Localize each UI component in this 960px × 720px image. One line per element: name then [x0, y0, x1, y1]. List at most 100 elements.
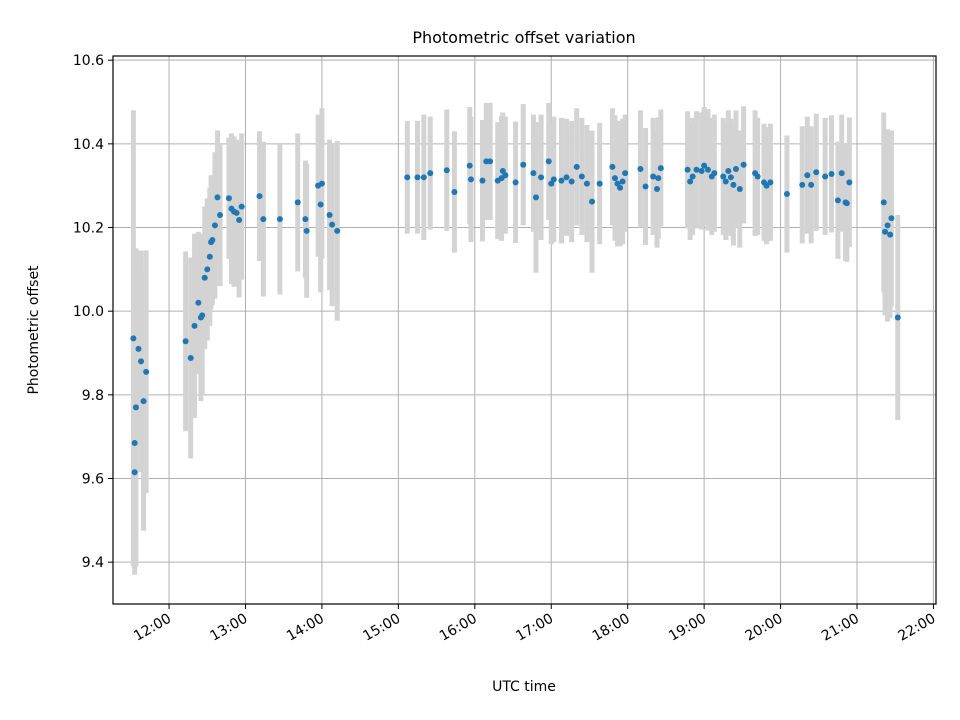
data-point — [201, 274, 208, 281]
data-point — [882, 228, 889, 235]
data-point — [754, 173, 761, 180]
data-point — [260, 216, 267, 223]
data-point — [880, 199, 887, 206]
data-point — [466, 162, 473, 169]
data-point — [187, 355, 194, 362]
data-point — [238, 203, 245, 210]
data-point — [589, 198, 596, 205]
x-axis-label: UTC time — [492, 679, 556, 695]
data-point — [655, 175, 662, 182]
plot-frame — [112, 55, 937, 605]
data-point — [404, 174, 411, 181]
data-point — [637, 165, 644, 172]
data-point — [894, 314, 901, 321]
y-tick-label: 10.2 — [73, 221, 104, 237]
data-point — [843, 200, 850, 207]
grid — [113, 56, 936, 604]
data-point — [294, 199, 301, 206]
data-point — [578, 173, 585, 180]
data-point — [704, 166, 711, 173]
data-point — [206, 253, 213, 260]
y-tick-label: 10.0 — [73, 304, 104, 320]
data-point — [530, 170, 537, 177]
data-point — [808, 181, 815, 188]
data-point — [334, 227, 341, 234]
data-point — [617, 184, 624, 191]
data-point — [884, 222, 891, 229]
data-point — [732, 165, 739, 172]
data-point — [838, 170, 845, 177]
data-point — [736, 186, 743, 193]
data-point — [199, 312, 206, 319]
data-point — [317, 201, 324, 208]
data-point — [217, 211, 224, 218]
data-point — [256, 193, 263, 200]
data-point — [727, 174, 734, 181]
data-points — [130, 158, 901, 476]
data-point — [502, 172, 509, 179]
data-point — [276, 216, 283, 223]
data-point — [214, 194, 221, 201]
data-point — [611, 175, 618, 182]
data-point — [563, 174, 570, 181]
data-point — [813, 169, 820, 176]
data-point — [211, 222, 218, 229]
data-point — [467, 176, 474, 183]
data-point — [225, 195, 232, 202]
data-point — [302, 216, 309, 223]
data-point — [131, 439, 138, 446]
data-point — [596, 180, 603, 187]
data-point — [420, 174, 427, 181]
data-point — [888, 215, 895, 222]
data-point — [303, 227, 310, 234]
data-point — [520, 161, 527, 168]
chart-title: Photometric offset variation — [412, 28, 635, 47]
y-tick-label: 10.6 — [73, 53, 104, 69]
data-point — [233, 209, 240, 216]
data-point — [720, 173, 727, 180]
data-point — [132, 404, 139, 411]
data-point — [767, 179, 774, 186]
data-point — [487, 158, 494, 165]
data-point — [657, 165, 664, 172]
data-point — [135, 345, 142, 352]
data-point — [834, 197, 841, 204]
data-point — [532, 194, 539, 201]
data-point — [711, 170, 718, 177]
data-point — [583, 180, 590, 187]
data-point — [653, 186, 660, 193]
data-point — [689, 173, 696, 180]
data-point — [443, 167, 450, 174]
data-point — [479, 177, 486, 184]
data-point — [701, 162, 708, 169]
data-point — [722, 178, 729, 185]
data-point — [650, 173, 657, 180]
data-point — [725, 168, 732, 175]
data-point — [329, 221, 336, 228]
data-point — [182, 338, 189, 345]
data-point — [550, 176, 557, 183]
data-point — [822, 173, 829, 180]
data-point — [427, 170, 434, 177]
y-tick-label: 9.6 — [82, 472, 104, 488]
data-point — [131, 469, 138, 476]
y-tick-label: 9.8 — [82, 388, 104, 404]
data-point — [642, 183, 649, 190]
data-point — [451, 188, 458, 195]
data-point — [538, 174, 545, 181]
data-point — [693, 166, 700, 173]
y-axis: 9.4 9.6 9.8 10.0 10.2 10.4 10.6 — [73, 53, 113, 571]
data-point — [545, 158, 552, 165]
data-point — [236, 216, 243, 223]
data-point — [138, 358, 145, 365]
data-point — [846, 179, 853, 186]
y-tick-label: 9.4 — [82, 555, 104, 571]
y-axis-label: Photometric offset — [26, 265, 42, 395]
data-point — [130, 335, 137, 342]
data-point — [558, 177, 565, 184]
data-point — [326, 211, 333, 218]
data-point — [609, 163, 616, 170]
data-point — [804, 172, 811, 179]
